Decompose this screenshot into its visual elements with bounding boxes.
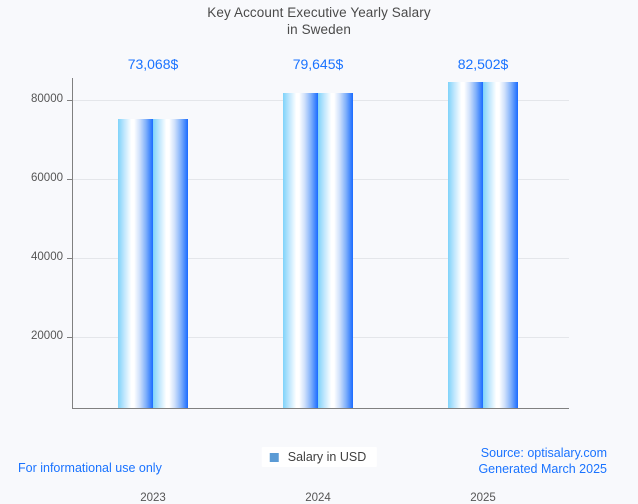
tick-mark-80000: [67, 100, 72, 101]
source-text: Source: optisalary.com: [480, 446, 607, 460]
chart-title-line-1: Key Account Executive Yearly Salary: [207, 5, 431, 20]
bar-2023[interactable]: [118, 119, 188, 408]
bar-2024[interactable]: [283, 93, 353, 408]
tick-mark-20000: [67, 337, 72, 338]
legend-label-salary-in-usd: Salary in USD: [287, 450, 367, 464]
chart-title: Key Account Executive Yearly Salary in S…: [0, 4, 638, 38]
y-tick-label-80000: 80000: [31, 93, 63, 105]
y-tick-label-40000: 40000: [31, 251, 63, 263]
tick-mark-40000: [67, 258, 72, 259]
y-axis-line: [72, 78, 73, 408]
x-axis-line: [72, 408, 569, 409]
plot-area: 80000 60000 40000 20000 73,068$ 79,645$ …: [31, 56, 569, 504]
bar-2025[interactable]: [448, 82, 518, 408]
y-tick-label-60000: 60000: [31, 172, 63, 184]
y-tick-label-20000: 20000: [31, 330, 63, 342]
legend-swatch-icon: [269, 452, 279, 462]
disclaimer-text: For informational use only: [18, 461, 162, 475]
generated-date-text: Generated March 2025: [478, 461, 607, 476]
x-tick-label-2024: 2024: [305, 492, 331, 504]
chart-title-line-2: in Sweden: [287, 22, 351, 37]
bar-value-label-2024: 79,645$: [292, 56, 344, 72]
bar-value-label-2025: 82,502$: [457, 56, 509, 72]
tick-mark-60000: [67, 179, 72, 180]
x-tick-label-2025: 2025: [470, 492, 496, 504]
bar-value-label-2023: 73,068$: [127, 56, 179, 72]
x-tick-label-2023: 2023: [140, 492, 166, 504]
bar-chart: Key Account Executive Yearly Salary in S…: [0, 4, 638, 504]
source-attribution: Source: optisalary.com Generated March 2…: [478, 446, 607, 477]
chart-legend[interactable]: Salary in USD: [261, 447, 377, 467]
